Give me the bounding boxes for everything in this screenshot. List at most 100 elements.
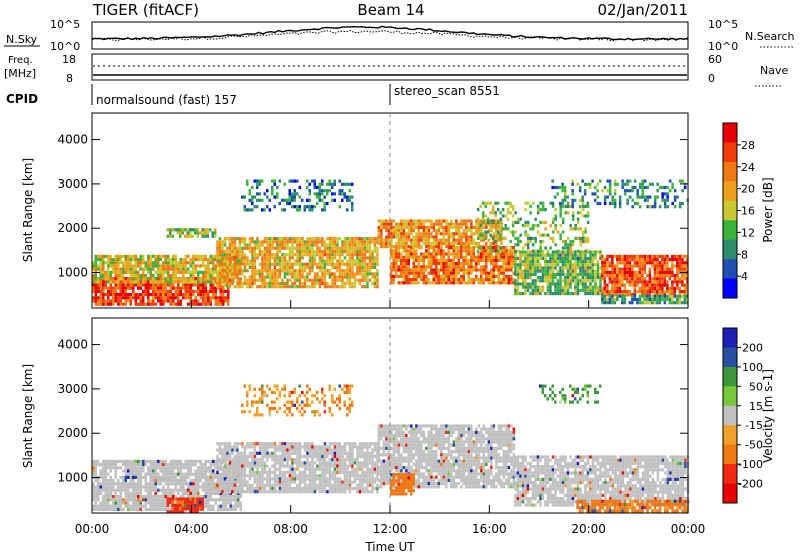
echo-cell bbox=[92, 277, 95, 281]
echo-cell bbox=[109, 277, 112, 281]
echo-cell bbox=[318, 259, 322, 263]
echo-cell bbox=[554, 266, 557, 270]
echo-cell bbox=[313, 253, 317, 257]
echo-cell bbox=[554, 208, 557, 212]
echo-cell bbox=[412, 249, 415, 253]
echo-cell bbox=[261, 269, 264, 273]
echo-cell bbox=[671, 185, 674, 190]
echo-cell bbox=[400, 271, 403, 275]
echo-cell bbox=[405, 281, 408, 285]
echo-cell bbox=[683, 277, 687, 281]
echo-cell bbox=[544, 266, 547, 270]
echo-cell bbox=[569, 256, 572, 260]
echo-cell bbox=[104, 472, 107, 476]
echo-cell bbox=[263, 256, 267, 260]
echo-cell bbox=[376, 262, 379, 266]
echo-cell bbox=[129, 463, 132, 467]
echo-cell bbox=[172, 277, 175, 281]
echo-cell bbox=[581, 204, 585, 208]
echo-cell bbox=[608, 294, 612, 298]
echo-cell bbox=[485, 241, 488, 245]
echo-cell bbox=[169, 507, 172, 511]
echo-cell bbox=[531, 201, 535, 205]
echo-cell bbox=[149, 277, 152, 281]
echo-cell bbox=[212, 286, 215, 290]
echo-cell bbox=[425, 219, 428, 223]
echo-cell bbox=[641, 290, 644, 294]
echo-cell bbox=[452, 271, 455, 275]
echo-cell bbox=[611, 201, 614, 206]
echo-cell bbox=[152, 501, 155, 505]
echo-cell bbox=[271, 192, 274, 196]
echo-cell bbox=[480, 238, 483, 242]
echo-cell bbox=[323, 240, 327, 244]
echo-cell bbox=[420, 232, 423, 236]
echo-cell bbox=[412, 252, 415, 256]
echo-cell bbox=[611, 301, 614, 305]
echo-cell bbox=[102, 270, 105, 274]
echo-cell bbox=[447, 258, 450, 262]
echo-cell bbox=[104, 261, 107, 265]
echo-cell bbox=[326, 246, 329, 250]
echo-cell bbox=[559, 279, 562, 283]
echo-cell bbox=[184, 488, 187, 492]
echo-cell bbox=[496, 201, 500, 205]
echo-cell bbox=[495, 222, 498, 226]
echo-cell bbox=[214, 254, 217, 258]
echo-cell bbox=[147, 254, 150, 258]
echo-cell bbox=[584, 292, 587, 296]
echo-cell bbox=[197, 459, 200, 463]
echo-cell bbox=[316, 185, 319, 190]
echo-cell bbox=[147, 302, 150, 306]
echo-cell bbox=[139, 264, 142, 268]
echo-cell bbox=[326, 249, 329, 254]
echo-cell bbox=[611, 254, 614, 258]
echo-cell bbox=[368, 269, 372, 273]
echo-cell bbox=[333, 246, 337, 250]
echo-cell bbox=[455, 274, 458, 278]
echo-cell bbox=[226, 259, 229, 263]
echo-cell bbox=[109, 264, 112, 268]
echo-cell bbox=[658, 294, 662, 298]
echo-cell bbox=[258, 272, 262, 276]
echo-cell bbox=[516, 217, 520, 221]
echo-cell bbox=[122, 485, 125, 489]
echo-cell bbox=[187, 485, 190, 489]
echo-cell bbox=[152, 459, 155, 463]
echo-cell bbox=[144, 482, 147, 486]
echo-cell bbox=[288, 198, 291, 202]
echo-cell bbox=[564, 285, 567, 289]
echo-cell bbox=[159, 258, 162, 262]
echo-cell bbox=[499, 236, 502, 240]
echo-cell bbox=[164, 283, 167, 287]
echo-cell bbox=[628, 261, 632, 265]
echo-cell bbox=[321, 259, 324, 263]
echo-cell bbox=[519, 217, 522, 221]
echo-cell bbox=[248, 262, 252, 266]
echo-cell bbox=[606, 286, 609, 290]
echo-cell bbox=[293, 253, 297, 257]
echo-cell bbox=[529, 260, 532, 264]
echo-cell bbox=[169, 231, 172, 235]
echo-cell bbox=[613, 301, 617, 305]
echo-cell bbox=[521, 269, 525, 273]
echo-cell bbox=[455, 238, 458, 242]
echo-cell bbox=[561, 260, 565, 264]
echo-cell bbox=[263, 246, 267, 250]
echo-cell bbox=[470, 271, 473, 275]
echo-cell bbox=[132, 482, 135, 486]
echo-cell bbox=[405, 246, 408, 250]
echo-cell bbox=[668, 294, 672, 298]
echo-cell bbox=[450, 262, 453, 266]
echo-cell bbox=[92, 296, 95, 300]
echo-cell bbox=[139, 274, 142, 278]
echo-cell bbox=[490, 249, 493, 253]
echo-cell bbox=[107, 507, 110, 511]
echo-cell bbox=[323, 201, 326, 206]
echo-cell bbox=[149, 270, 152, 274]
echo-cell bbox=[440, 238, 443, 242]
echo-cell bbox=[137, 261, 140, 265]
echo-cell bbox=[402, 219, 406, 223]
echo-cell bbox=[149, 485, 152, 489]
echo-cell bbox=[417, 281, 420, 285]
